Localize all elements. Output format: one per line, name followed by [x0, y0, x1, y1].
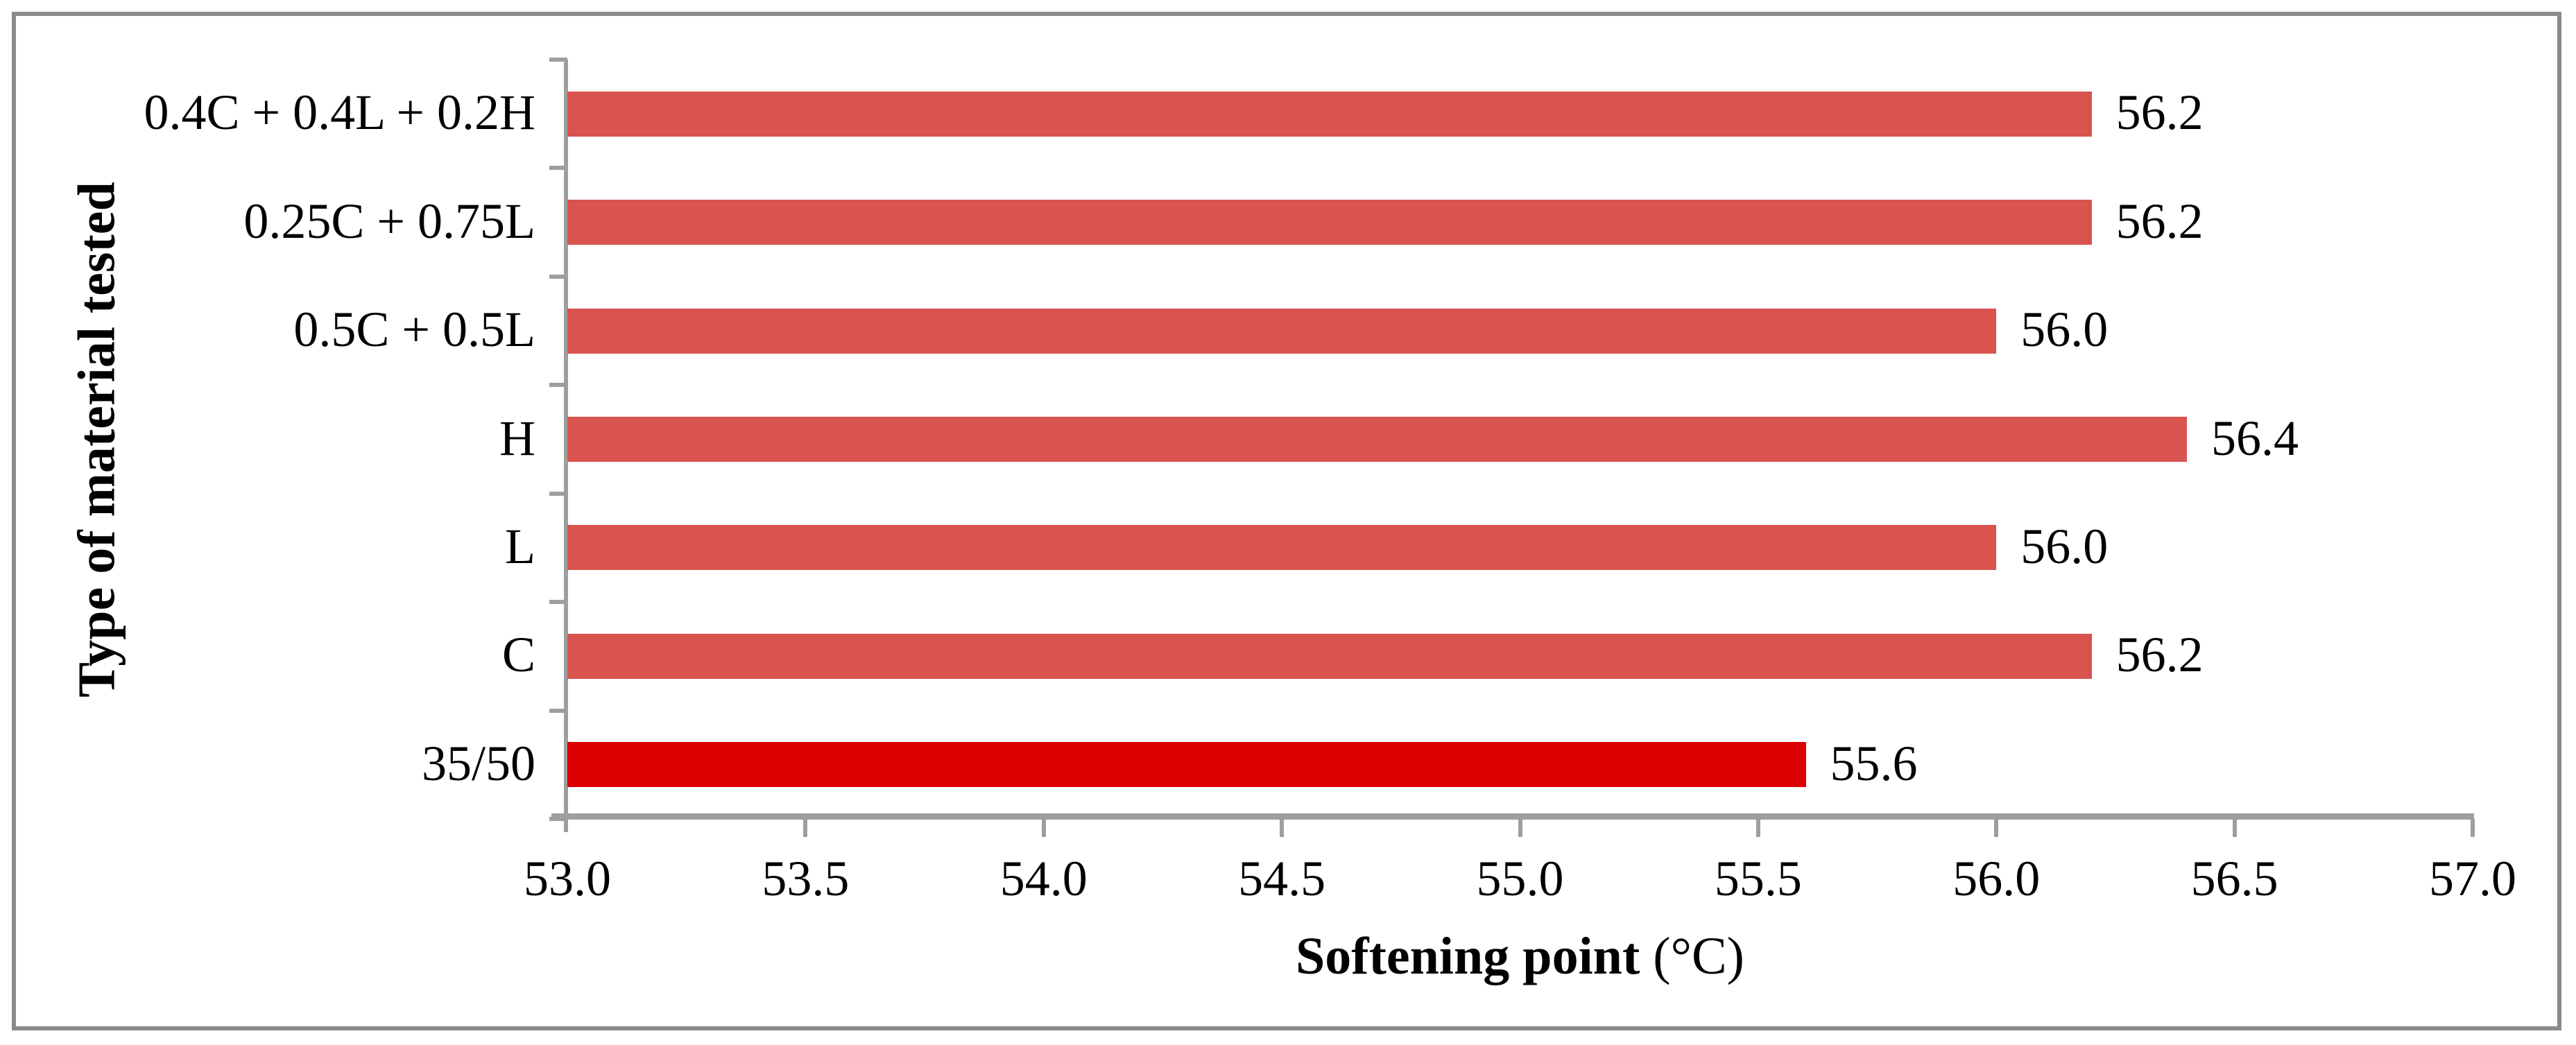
x-axis-tick: [1518, 819, 1522, 837]
value-label: 56.2: [2115, 85, 2204, 141]
x-axis-tick: [1280, 819, 1285, 837]
x-axis-title-unit: (°C): [1640, 927, 1744, 985]
x-axis-title: Softening point (°C): [567, 926, 2473, 987]
value-label: 56.4: [2210, 410, 2299, 466]
x-tick-label: 53.0: [524, 851, 611, 906]
x-axis-tick: [1755, 819, 1760, 837]
x-axis-tick: [1041, 819, 1046, 837]
y-axis-tick: [549, 383, 567, 388]
value-label: 56.2: [2115, 193, 2204, 249]
chart-frame: [12, 12, 2561, 1030]
y-axis-tick: [549, 817, 567, 821]
category-label: H: [499, 410, 535, 466]
x-axis-tick: [1994, 819, 1999, 837]
x-tick-label: 55.0: [1476, 851, 1564, 906]
y-axis-tick: [549, 166, 567, 171]
x-axis-tick: [2471, 819, 2475, 837]
x-tick-label: 53.5: [762, 851, 850, 906]
value-label: 56.0: [2020, 301, 2109, 357]
y-axis-tick: [549, 708, 567, 713]
category-label: C: [501, 627, 535, 683]
bar-3: [567, 417, 2187, 462]
bar-2: [567, 308, 1997, 354]
x-axis-title-text: Softening point: [1296, 927, 1640, 985]
x-tick-label: 57.0: [2429, 851, 2516, 906]
x-tick-label: 54.5: [1238, 851, 1326, 906]
bar-0: [567, 91, 2092, 137]
value-label: 56.2: [2115, 627, 2204, 683]
x-tick-label: 54.0: [999, 851, 1088, 906]
x-tick-label: 56.0: [1952, 851, 2041, 906]
y-axis-title: Type of material tested: [67, 182, 126, 698]
y-axis-tick: [549, 600, 567, 605]
y-axis-line: [564, 60, 568, 832]
y-axis-tick: [549, 58, 567, 62]
x-axis-tick: [2232, 819, 2237, 837]
category-label: 0.4C + 0.4L + 0.2H: [144, 85, 535, 141]
bar-1: [567, 200, 2092, 245]
value-label: 56.0: [2020, 518, 2109, 574]
bar-4: [567, 525, 1997, 571]
category-label: L: [505, 518, 535, 574]
category-label: 0.25C + 0.75L: [243, 193, 535, 249]
x-tick-label: 56.5: [2190, 851, 2278, 906]
x-axis-line: [551, 813, 2474, 820]
x-tick-label: 55.5: [1714, 851, 1802, 906]
x-axis-tick: [803, 819, 808, 837]
y-axis-tick: [549, 274, 567, 279]
category-label: 0.5C + 0.5L: [293, 301, 535, 357]
bar-6: [567, 742, 1806, 788]
category-label: 35/50: [421, 735, 535, 791]
y-axis-tick: [549, 491, 567, 496]
value-label: 55.6: [1830, 735, 1918, 791]
bar-5: [567, 633, 2092, 679]
